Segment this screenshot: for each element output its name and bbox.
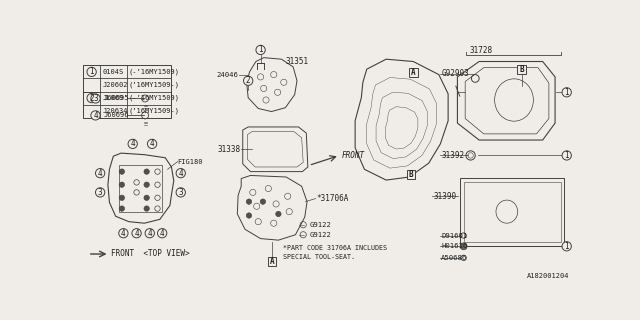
Text: (-’16MY1509): (-’16MY1509)	[128, 95, 179, 101]
Text: A50686: A50686	[441, 255, 467, 261]
Circle shape	[244, 76, 253, 85]
Circle shape	[119, 195, 125, 201]
Text: B: B	[408, 170, 413, 179]
Bar	[268, 257, 276, 266]
Text: 4: 4	[147, 229, 152, 238]
Text: 4: 4	[131, 140, 135, 148]
Text: G92903: G92903	[441, 69, 469, 78]
Text: 31338: 31338	[218, 145, 241, 154]
Text: 4: 4	[179, 169, 183, 178]
Circle shape	[460, 243, 467, 250]
Circle shape	[91, 111, 100, 120]
Text: FIG180: FIG180	[178, 159, 203, 164]
Bar	[463, 182, 561, 242]
Text: 4: 4	[121, 229, 125, 238]
Text: 3: 3	[98, 188, 102, 197]
Text: (’16MY1509-): (’16MY1509-)	[128, 108, 179, 115]
Circle shape	[95, 169, 105, 178]
Circle shape	[256, 45, 265, 55]
Text: 0104S: 0104S	[102, 69, 124, 75]
Text: *PART CODE 31706A INCLUDES: *PART CODE 31706A INCLUDES	[283, 245, 387, 251]
Text: 1: 1	[564, 151, 569, 160]
Circle shape	[260, 199, 266, 204]
Text: 4: 4	[93, 111, 98, 120]
Bar	[460, 178, 564, 245]
Circle shape	[132, 228, 141, 238]
Text: 1: 1	[564, 88, 569, 97]
Circle shape	[176, 188, 186, 197]
Text: 31392: 31392	[441, 151, 464, 160]
Text: FRONT: FRONT	[342, 151, 365, 160]
Text: A182001204: A182001204	[527, 273, 570, 279]
Text: 4: 4	[160, 229, 164, 238]
Text: 4: 4	[150, 140, 154, 148]
Text: 4: 4	[98, 169, 102, 178]
Text: FRONT  <TOP VIEW>: FRONT <TOP VIEW>	[111, 250, 189, 259]
Text: (’16MY1509-): (’16MY1509-)	[128, 82, 179, 88]
Text: D91601: D91601	[441, 233, 467, 238]
Text: G9122: G9122	[309, 222, 332, 228]
Text: A: A	[411, 68, 415, 77]
Circle shape	[119, 206, 125, 211]
Circle shape	[95, 188, 105, 197]
Circle shape	[562, 151, 572, 160]
Text: B: B	[520, 65, 524, 74]
Circle shape	[176, 169, 186, 178]
Text: (-’16MY1509): (-’16MY1509)	[128, 69, 179, 75]
Text: 31351: 31351	[285, 57, 308, 66]
Text: 1: 1	[259, 45, 263, 54]
Circle shape	[91, 94, 100, 103]
Circle shape	[119, 169, 125, 174]
Text: 3: 3	[179, 188, 183, 197]
Text: 1: 1	[564, 242, 569, 251]
Circle shape	[144, 182, 149, 188]
Bar	[119, 165, 162, 212]
Text: *31706A: *31706A	[316, 194, 349, 203]
Text: G9122: G9122	[309, 232, 332, 238]
Circle shape	[87, 67, 96, 76]
Text: 31728: 31728	[469, 46, 492, 55]
Circle shape	[562, 88, 572, 97]
Text: 31390: 31390	[433, 192, 456, 201]
Text: SPECIAL TOOL-SEAT.: SPECIAL TOOL-SEAT.	[283, 254, 355, 260]
Text: J60696: J60696	[103, 112, 129, 118]
Circle shape	[144, 169, 149, 174]
Text: 2: 2	[246, 76, 250, 85]
Circle shape	[276, 211, 281, 217]
Circle shape	[246, 199, 252, 204]
Circle shape	[128, 139, 138, 148]
Text: J20634: J20634	[102, 108, 128, 114]
Text: H01616: H01616	[441, 243, 467, 249]
Circle shape	[119, 228, 128, 238]
Text: 1: 1	[90, 68, 94, 76]
Text: 24046: 24046	[216, 72, 238, 78]
Circle shape	[147, 139, 157, 148]
Text: J60695: J60695	[103, 95, 129, 101]
Bar	[518, 65, 526, 74]
Circle shape	[144, 206, 149, 211]
Circle shape	[157, 228, 167, 238]
Circle shape	[144, 195, 149, 201]
Text: JL069: JL069	[102, 95, 124, 101]
Circle shape	[87, 93, 96, 103]
Text: A: A	[270, 257, 275, 266]
Text: 3: 3	[93, 94, 98, 103]
Bar	[406, 170, 415, 179]
Circle shape	[119, 182, 125, 188]
Text: 4: 4	[134, 229, 139, 238]
Circle shape	[562, 242, 572, 251]
Text: J20602: J20602	[102, 82, 128, 88]
Circle shape	[145, 228, 154, 238]
Text: 2: 2	[90, 93, 94, 103]
Bar	[83, 65, 172, 118]
Circle shape	[246, 213, 252, 218]
Bar	[409, 68, 417, 77]
